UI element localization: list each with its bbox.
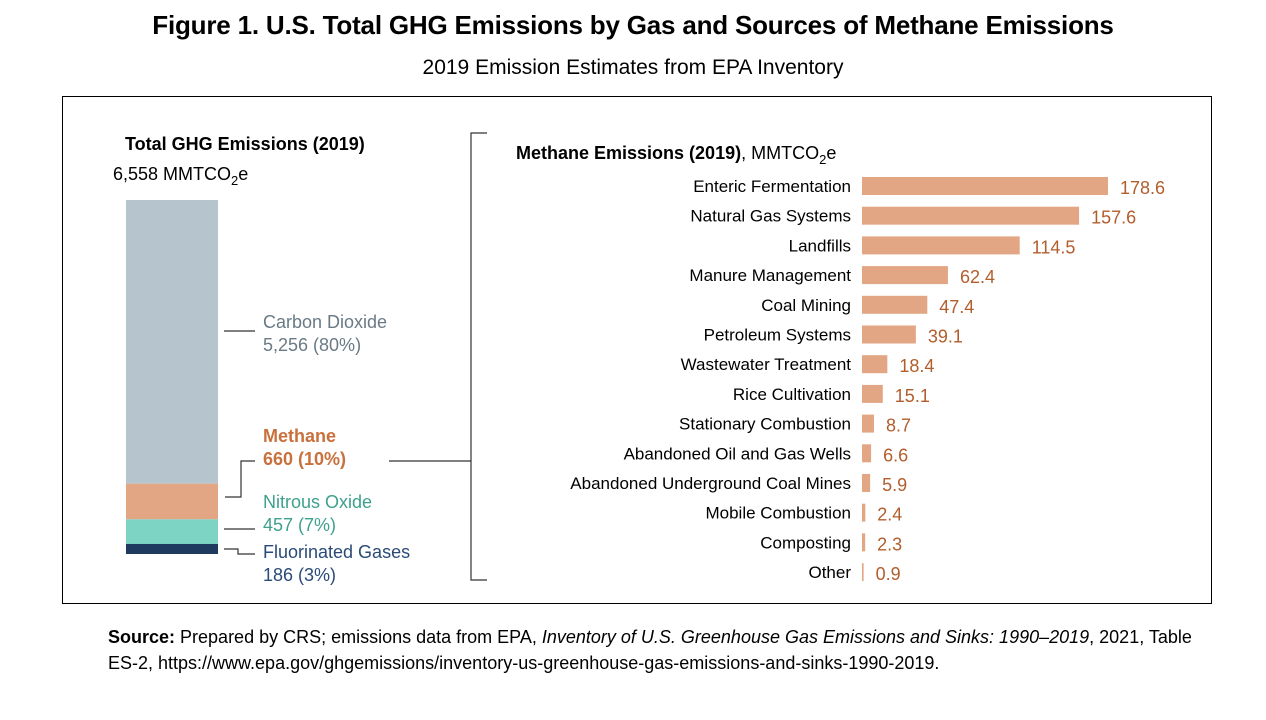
figure-subtitle: 2019 Emission Estimates from EPA Invento… bbox=[422, 56, 844, 79]
category-label: Composting bbox=[760, 533, 851, 552]
segment-value-methane: 660 (10%) bbox=[263, 449, 346, 469]
total-unit-subscript: 2 bbox=[231, 173, 238, 188]
category-label: Abandoned Oil and Gas Wells bbox=[624, 444, 851, 463]
methane-bar bbox=[862, 355, 888, 374]
total-value-label: 6,558 MMTCO2e bbox=[113, 164, 248, 188]
methane-bar bbox=[862, 325, 916, 344]
methane-unit-subscript: 2 bbox=[819, 152, 826, 167]
bar-value-label: 47.4 bbox=[939, 297, 974, 317]
source-text-1: Prepared by CRS; emissions data from EPA… bbox=[175, 627, 542, 647]
segment-value-co2: 5,256 (80%) bbox=[263, 335, 361, 355]
category-label: Other bbox=[808, 563, 851, 582]
bracket bbox=[470, 132, 487, 581]
stacked-segment-n2o bbox=[126, 519, 218, 544]
methane-bar bbox=[862, 295, 928, 314]
bar-value-label: 2.3 bbox=[877, 534, 902, 554]
methane-chart-title: Methane Emissions (2019), MMTCO2e bbox=[516, 143, 836, 167]
methane-bar bbox=[862, 177, 1108, 195]
figure-title: Figure 1. U.S. Total GHG Emissions by Ga… bbox=[152, 10, 1114, 40]
stacked-segment-fluorinated bbox=[126, 543, 218, 554]
bar-value-label: 8.7 bbox=[886, 416, 911, 436]
bar-value-label: 39.1 bbox=[928, 327, 963, 347]
bar-value-label: 157.6 bbox=[1091, 208, 1136, 228]
category-label: Abandoned Underground Coal Mines bbox=[570, 474, 851, 493]
segment-label-n2o: Nitrous Oxide bbox=[263, 492, 372, 512]
category-label: Coal Mining bbox=[761, 296, 851, 315]
category-label: Rice Cultivation bbox=[733, 385, 851, 404]
bar-value-label: 6.6 bbox=[883, 445, 908, 465]
category-label: Enteric Fermentation bbox=[693, 177, 851, 196]
bar-value-label: 18.4 bbox=[899, 356, 934, 376]
bar-value-label: 5.9 bbox=[882, 475, 907, 495]
methane-bar bbox=[862, 444, 872, 463]
total-chart-title: Total GHG Emissions (2019) bbox=[125, 134, 365, 154]
category-label: Petroleum Systems bbox=[704, 326, 851, 345]
bar-value-label: 2.4 bbox=[877, 505, 902, 525]
leader-line-fluorinated bbox=[224, 548, 255, 555]
leader-line-methane bbox=[225, 460, 255, 498]
category-label: Natural Gas Systems bbox=[690, 207, 851, 226]
segment-label-co2: Carbon Dioxide bbox=[263, 312, 387, 332]
stacked-segment-co2 bbox=[126, 200, 218, 484]
segment-label-methane: Methane bbox=[263, 426, 336, 446]
segment-value-fluorinated: 186 (3%) bbox=[263, 565, 336, 585]
stacked-segment-methane bbox=[126, 483, 218, 520]
total-unit-suffix: e bbox=[238, 164, 248, 184]
category-label: Landfills bbox=[789, 236, 851, 255]
segment-value-n2o: 457 (7%) bbox=[263, 515, 336, 535]
bar-value-label: 62.4 bbox=[960, 267, 995, 287]
methane-bar bbox=[862, 266, 948, 285]
category-label: Wastewater Treatment bbox=[681, 355, 852, 374]
methane-unit-suffix: e bbox=[826, 143, 836, 163]
source-note: Source: Prepared by CRS; emissions data … bbox=[108, 624, 1208, 676]
methane-unit: , MMTCO bbox=[741, 143, 819, 163]
category-label: Manure Management bbox=[689, 266, 851, 285]
bar-value-label: 178.6 bbox=[1120, 178, 1165, 198]
methane-bar bbox=[862, 474, 871, 492]
bar-value-label: 114.5 bbox=[1032, 237, 1076, 257]
bar-value-label: 0.9 bbox=[876, 564, 901, 584]
source-report-title: Inventory of U.S. Greenhouse Gas Emissio… bbox=[541, 627, 1090, 647]
chart-canvas: Total GHG Emissions (2019) 6,558 MMTCO2e C… bbox=[113, 132, 1165, 585]
category-label: Mobile Combustion bbox=[705, 504, 851, 523]
methane-bar bbox=[862, 206, 1080, 225]
methane-bar bbox=[862, 533, 866, 552]
methane-bar bbox=[862, 503, 866, 522]
category-label: Stationary Combustion bbox=[679, 415, 851, 434]
segment-label-fluorinated: Fluorinated Gases bbox=[263, 542, 410, 562]
methane-bar bbox=[862, 563, 864, 582]
methane-bar bbox=[862, 414, 874, 433]
methane-bar bbox=[862, 384, 883, 403]
chart-frame: Total GHG Emissions (2019) 6,558 MMTCO2e C… bbox=[62, 96, 1212, 604]
bar-value-label: 15.1 bbox=[895, 386, 930, 406]
source-text-2: , 2021, Table ES-2, https://www.epa.gov/… bbox=[108, 627, 1192, 673]
source-label: Source: bbox=[108, 627, 176, 647]
methane-bar bbox=[862, 236, 1020, 255]
